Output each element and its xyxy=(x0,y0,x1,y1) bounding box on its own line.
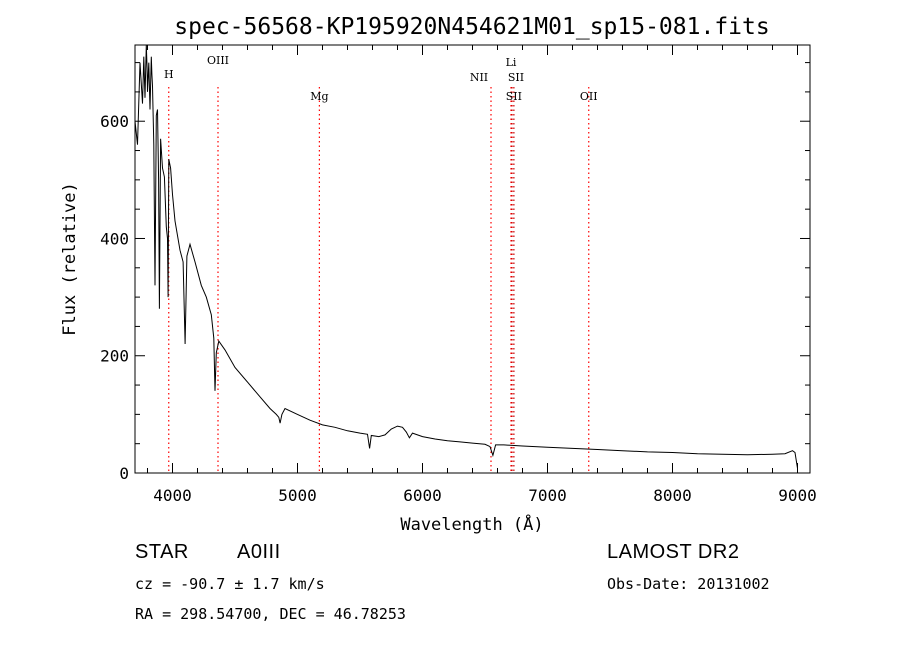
observation-date: Obs-Date: 20131002 xyxy=(607,575,770,593)
chart-title: spec-56568-KP195920N454621M01_sp15-081.f… xyxy=(174,14,769,40)
line-label: SII xyxy=(508,71,524,84)
line-label: SII xyxy=(506,90,522,103)
line-label: H xyxy=(164,68,174,81)
spectrum-line xyxy=(134,44,798,469)
plot-frame xyxy=(134,44,811,474)
x-tick-label: 4000 xyxy=(153,486,192,505)
x-tick-label: 6000 xyxy=(403,486,442,505)
object-class: STAR xyxy=(135,541,189,563)
sky-coordinates: RA = 298.54700, DEC = 46.78253 xyxy=(135,605,406,623)
y-tick-label: 400 xyxy=(100,229,129,248)
y-axis-label: Flux (relative) xyxy=(60,182,80,336)
x-axis-label: Wavelength (Å) xyxy=(400,513,543,535)
spectrum-chart: spec-56568-KP195920N454621M01_sp15-081.f… xyxy=(60,14,817,535)
x-tick-label: 7000 xyxy=(528,486,567,505)
x-tick-label: 8000 xyxy=(653,486,692,505)
redshift-velocity: cz = -90.7 ± 1.7 km/s xyxy=(135,575,325,593)
object-subclass: A0III xyxy=(237,541,281,563)
line-label: OII xyxy=(580,90,598,103)
line-label: NII xyxy=(470,71,488,84)
line-label: Li xyxy=(506,56,517,69)
y-tick-label: 600 xyxy=(100,112,129,131)
x-tick-label: 9000 xyxy=(778,486,817,505)
x-tick-label: 5000 xyxy=(278,486,317,505)
y-tick-label: 200 xyxy=(100,347,129,366)
y-tick-label: 0 xyxy=(119,464,129,483)
survey-release: LAMOST DR2 xyxy=(607,541,740,563)
line-label: Mg xyxy=(310,90,328,103)
line-label: OIII xyxy=(207,54,229,67)
